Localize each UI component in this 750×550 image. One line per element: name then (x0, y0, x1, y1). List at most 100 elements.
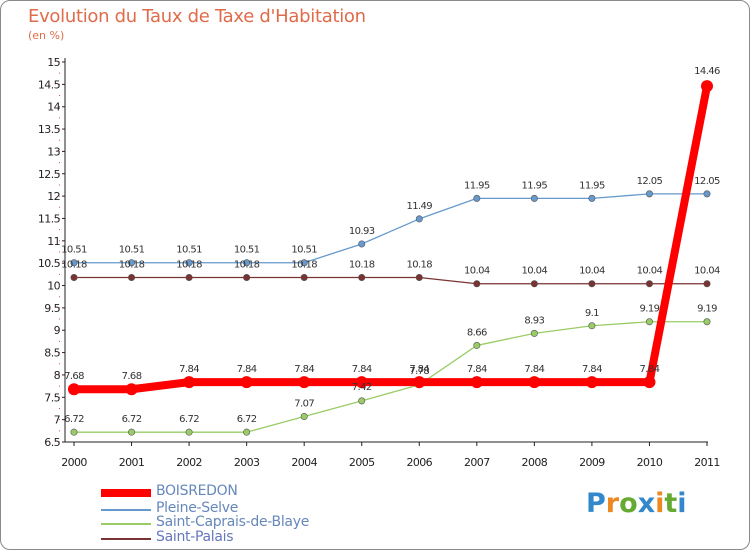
series-line-boisredon (70, 82, 711, 394)
data-label: 6.72 (64, 414, 84, 425)
data-point (645, 318, 653, 326)
x-tick-label: 2011 (694, 456, 720, 469)
data-point (128, 259, 136, 267)
data-point (415, 273, 423, 281)
data-label: 10.04 (694, 266, 720, 277)
x-tick-label: 2001 (119, 456, 145, 469)
x-tick-label: 2002 (176, 456, 202, 469)
data-point (645, 190, 653, 198)
data-point (473, 341, 481, 349)
x-tick-label: 2007 (464, 456, 490, 469)
data-point (128, 273, 136, 281)
data-label: 6.72 (237, 414, 257, 425)
y-tick-label: 12.5 (38, 168, 61, 181)
data-point (298, 376, 311, 389)
data-label: 10.18 (61, 259, 87, 270)
data-label: 9.19 (697, 304, 717, 315)
logo-letter: o (619, 488, 638, 519)
data-label: 12.05 (637, 176, 663, 187)
y-tick-label: 14 (47, 101, 60, 114)
x-tick-label: 2006 (406, 456, 432, 469)
y-tick-label: 10 (47, 280, 60, 293)
data-point (243, 273, 251, 281)
data-point (70, 259, 78, 267)
data-label: 14.46 (694, 66, 720, 77)
data-point (243, 428, 251, 436)
chart-subtitle: (en %) (28, 29, 65, 42)
data-label: 10.51 (61, 245, 87, 256)
data-label: 6.72 (179, 414, 199, 425)
data-label: 11.49 (406, 201, 432, 212)
series-line-pleine-selve (73, 193, 708, 264)
y-tick-label: 13 (47, 145, 60, 158)
data-label: 10.93 (349, 226, 375, 237)
data-label: 11.95 (522, 180, 548, 191)
data-point (530, 194, 538, 202)
data-point (470, 376, 483, 389)
data-point (528, 376, 541, 389)
legend-label: BOISREDON (156, 483, 238, 499)
data-point (703, 280, 711, 288)
data-point (358, 273, 366, 281)
data-point (703, 190, 711, 198)
x-tick-label: 2004 (291, 456, 317, 469)
data-label: 11.95 (464, 180, 490, 191)
data-point (530, 329, 538, 337)
proxiti-logo: Proxiti (586, 488, 687, 519)
data-point (300, 413, 308, 421)
data-label: 11.95 (579, 180, 605, 191)
data-label: 7.42 (352, 382, 372, 393)
data-label: 7.68 (64, 371, 84, 382)
data-point (240, 376, 253, 389)
x-tick-label: 2000 (61, 456, 87, 469)
data-label: 10.18 (119, 259, 145, 270)
data-label: 10.51 (119, 245, 145, 256)
legend-swatch (101, 489, 151, 497)
data-point (70, 273, 78, 281)
y-tick-label: 8.5 (44, 347, 60, 360)
data-label: 10.18 (406, 259, 432, 270)
x-tick-label: 2010 (637, 456, 663, 469)
data-label: 7.84 (524, 364, 544, 375)
legend-label: Saint-Caprais-de-Blaye (156, 514, 310, 530)
data-point (358, 397, 366, 405)
series-line-saint-caprais-de-blaye (73, 321, 708, 433)
data-point (185, 273, 193, 281)
data-point (530, 280, 538, 288)
logo-letter: x (637, 488, 656, 519)
y-tick-label: 7 (54, 414, 61, 427)
y-tick-label: 11.5 (38, 212, 61, 225)
data-label: 7.84 (237, 364, 257, 375)
x-tick-label: 2008 (522, 456, 548, 469)
data-point (415, 215, 423, 223)
data-point (243, 259, 251, 267)
y-tick-label: 7.5 (44, 391, 60, 404)
data-label: 6.72 (122, 414, 142, 425)
data-label: 7.78 (409, 366, 429, 377)
data-label: 9.1 (585, 308, 599, 319)
x-tick-label: 2009 (579, 456, 605, 469)
data-label: 7.84 (179, 364, 199, 375)
data-point (183, 376, 196, 389)
chart-title: Evolution du Taux de Taxe d'Habitation (28, 6, 366, 27)
y-tick-label: 14.5 (38, 78, 61, 91)
data-label: 10.04 (464, 266, 490, 277)
data-label: 12.05 (694, 176, 720, 187)
x-tick-label: 2005 (349, 456, 375, 469)
data-label: 9.19 (640, 304, 660, 315)
series-line-saint-palais (73, 276, 708, 285)
data-point (473, 280, 481, 288)
data-point (128, 428, 136, 436)
logo-letter: r (605, 488, 620, 519)
logo-letter: i (677, 488, 687, 519)
data-point (185, 428, 193, 436)
logo-letter: i (655, 488, 665, 519)
legend-swatch (101, 509, 151, 511)
data-point (300, 259, 308, 267)
data-label: 10.18 (349, 259, 375, 270)
data-point (701, 80, 713, 93)
legend-label: Pleine-Selve (156, 500, 239, 516)
data-point (68, 383, 80, 396)
